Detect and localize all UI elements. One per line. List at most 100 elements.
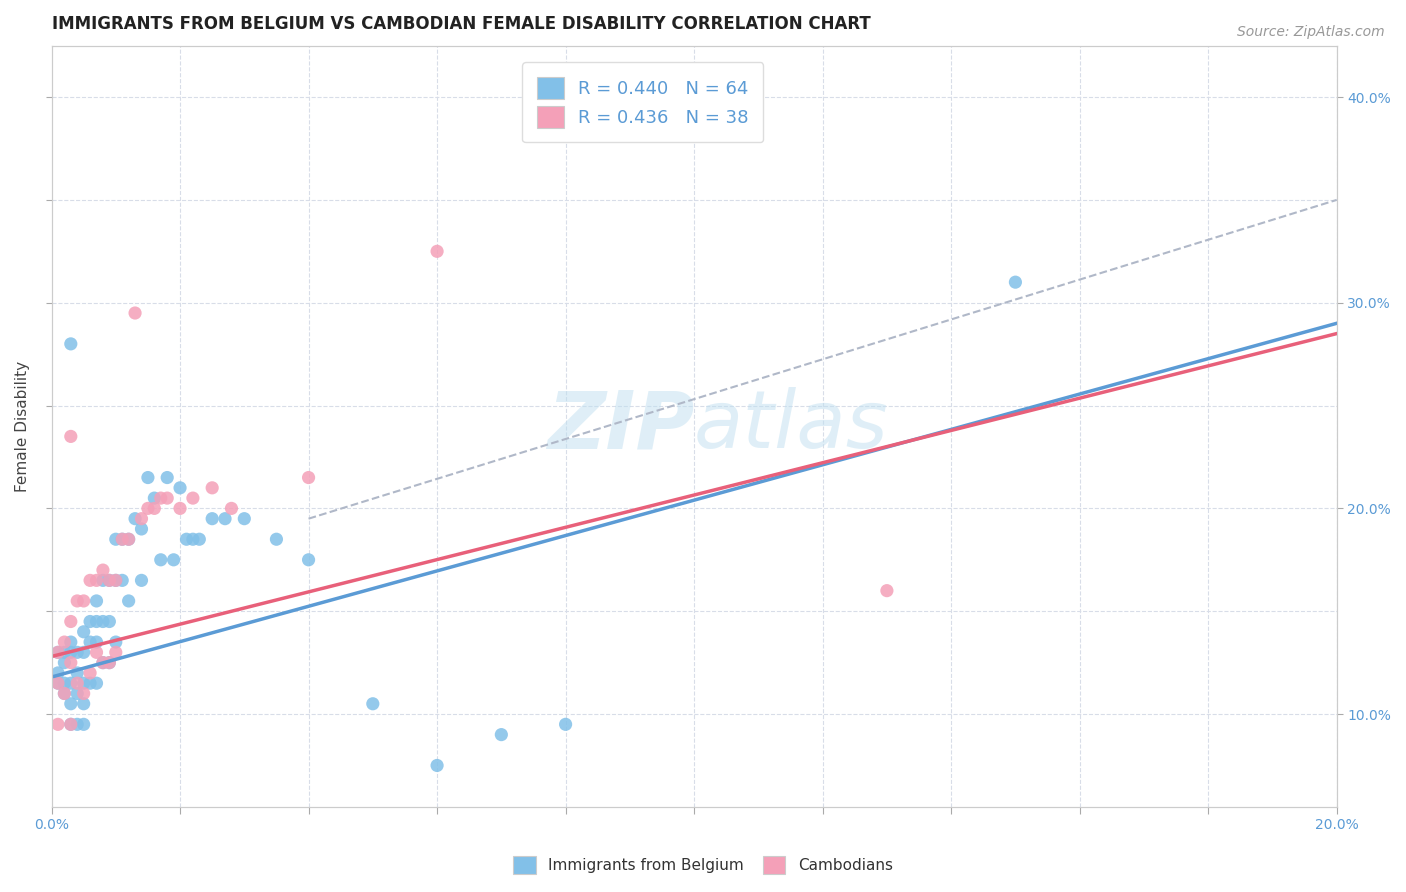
Point: [554, 717, 576, 731]
Point: [79, 574, 101, 588]
Point: [117, 594, 139, 608]
Point: [46, 645, 69, 659]
Point: [73, 645, 96, 659]
Point: [156, 470, 179, 484]
Point: [46, 676, 69, 690]
Point: [73, 594, 96, 608]
Point: [876, 583, 898, 598]
Point: [66, 594, 89, 608]
Point: [73, 676, 96, 690]
Point: [91, 656, 114, 670]
Point: [73, 686, 96, 700]
Point: [104, 574, 127, 588]
Point: [117, 533, 139, 547]
Point: [201, 481, 224, 495]
Point: [221, 501, 243, 516]
Text: atlas: atlas: [695, 387, 889, 465]
Point: [98, 656, 121, 670]
Point: [53, 645, 76, 659]
Point: [188, 533, 211, 547]
Point: [86, 574, 108, 588]
Point: [169, 481, 191, 495]
Point: [59, 429, 82, 443]
Point: [233, 511, 256, 525]
Point: [181, 533, 204, 547]
Text: ZIP: ZIP: [547, 387, 695, 465]
Point: [131, 522, 153, 536]
Point: [46, 676, 69, 690]
Point: [53, 656, 76, 670]
Point: [104, 533, 127, 547]
Point: [53, 686, 76, 700]
Point: [53, 635, 76, 649]
Point: [79, 615, 101, 629]
Point: [98, 656, 121, 670]
Point: [149, 491, 172, 505]
Point: [91, 574, 114, 588]
Point: [162, 553, 184, 567]
Point: [201, 511, 224, 525]
Point: [131, 511, 153, 525]
Point: [297, 553, 319, 567]
Point: [143, 501, 166, 516]
Point: [59, 656, 82, 670]
Point: [169, 501, 191, 516]
Point: [91, 615, 114, 629]
Point: [297, 470, 319, 484]
Point: [98, 615, 121, 629]
Point: [66, 645, 89, 659]
Point: [73, 624, 96, 639]
Point: [111, 533, 134, 547]
Point: [91, 563, 114, 577]
Point: [66, 717, 89, 731]
Point: [66, 665, 89, 680]
Legend: R = 0.440   N = 64, R = 0.436   N = 38: R = 0.440 N = 64, R = 0.436 N = 38: [522, 62, 763, 143]
Point: [59, 635, 82, 649]
Point: [86, 594, 108, 608]
Point: [214, 511, 236, 525]
Text: IMMIGRANTS FROM BELGIUM VS CAMBODIAN FEMALE DISABILITY CORRELATION CHART: IMMIGRANTS FROM BELGIUM VS CAMBODIAN FEM…: [52, 15, 870, 33]
Point: [79, 676, 101, 690]
Point: [86, 635, 108, 649]
Point: [79, 665, 101, 680]
Point: [53, 676, 76, 690]
Y-axis label: Female Disability: Female Disability: [15, 360, 30, 491]
Point: [104, 574, 127, 588]
Point: [73, 697, 96, 711]
Point: [124, 306, 146, 320]
Point: [46, 665, 69, 680]
Point: [59, 645, 82, 659]
Point: [59, 615, 82, 629]
Point: [143, 491, 166, 505]
Point: [111, 574, 134, 588]
Point: [98, 574, 121, 588]
Point: [66, 676, 89, 690]
Point: [86, 615, 108, 629]
Text: Source: ZipAtlas.com: Source: ZipAtlas.com: [1237, 25, 1385, 39]
Point: [136, 501, 159, 516]
Point: [181, 491, 204, 505]
Point: [59, 697, 82, 711]
Point: [131, 574, 153, 588]
Legend: Immigrants from Belgium, Cambodians: Immigrants from Belgium, Cambodians: [508, 850, 898, 880]
Point: [59, 337, 82, 351]
Point: [98, 574, 121, 588]
Point: [426, 244, 449, 259]
Point: [176, 533, 198, 547]
Point: [59, 717, 82, 731]
Point: [124, 511, 146, 525]
Point: [156, 491, 179, 505]
Point: [53, 686, 76, 700]
Point: [111, 533, 134, 547]
Point: [491, 728, 513, 742]
Point: [46, 717, 69, 731]
Point: [59, 676, 82, 690]
Point: [73, 717, 96, 731]
Point: [59, 717, 82, 731]
Point: [104, 635, 127, 649]
Point: [91, 656, 114, 670]
Point: [266, 533, 288, 547]
Point: [46, 645, 69, 659]
Point: [149, 553, 172, 567]
Point: [1004, 275, 1026, 289]
